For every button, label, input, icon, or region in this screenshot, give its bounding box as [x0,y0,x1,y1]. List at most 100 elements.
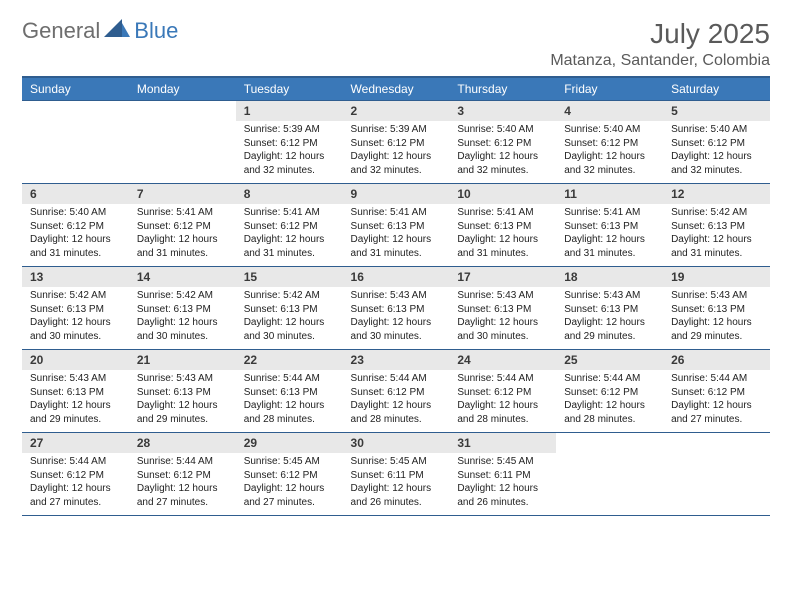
daylight-text: Daylight: 12 hours [351,150,442,164]
sunrise-text: Sunrise: 5:42 AM [244,289,335,303]
calendar-day-cell: 19Sunrise: 5:43 AMSunset: 6:13 PMDayligh… [663,267,770,350]
dayname-tue: Tuesday [236,77,343,101]
calendar-table: Sunday Monday Tuesday Wednesday Thursday… [22,76,770,515]
daylight-text: Daylight: 12 hours [671,150,762,164]
daylight-text: Daylight: 12 hours [244,233,335,247]
day-details: Sunrise: 5:40 AMSunset: 6:12 PMDaylight:… [22,204,129,266]
day-details: Sunrise: 5:44 AMSunset: 6:13 PMDaylight:… [236,370,343,432]
day-details: Sunrise: 5:41 AMSunset: 6:12 PMDaylight:… [236,204,343,266]
calendar-day-cell: 20Sunrise: 5:43 AMSunset: 6:13 PMDayligh… [22,350,129,433]
sunrise-text: Sunrise: 5:42 AM [137,289,228,303]
daylight-text: and 30 minutes. [457,330,548,344]
sunrise-text: Sunrise: 5:42 AM [671,206,762,220]
day-number [22,101,129,119]
calendar-day-cell [663,433,770,516]
calendar-day-cell: 30Sunrise: 5:45 AMSunset: 6:11 PMDayligh… [343,433,450,516]
sunset-text: Sunset: 6:12 PM [564,386,655,400]
day-number: 8 [236,184,343,204]
day-number: 28 [129,433,236,453]
day-number: 1 [236,101,343,121]
sunset-text: Sunset: 6:13 PM [244,386,335,400]
calendar-day-cell: 25Sunrise: 5:44 AMSunset: 6:12 PMDayligh… [556,350,663,433]
calendar-day-cell: 23Sunrise: 5:44 AMSunset: 6:12 PMDayligh… [343,350,450,433]
day-number [663,433,770,451]
calendar-bottom-border [22,515,770,516]
calendar-day-cell: 5Sunrise: 5:40 AMSunset: 6:12 PMDaylight… [663,101,770,184]
day-number: 15 [236,267,343,287]
sunset-text: Sunset: 6:11 PM [351,469,442,483]
daylight-text: and 27 minutes. [137,496,228,510]
day-number: 6 [22,184,129,204]
sunset-text: Sunset: 6:12 PM [564,137,655,151]
daylight-text: Daylight: 12 hours [30,316,121,330]
daylight-text: and 28 minutes. [351,413,442,427]
calendar-day-cell: 17Sunrise: 5:43 AMSunset: 6:13 PMDayligh… [449,267,556,350]
calendar-day-cell: 8Sunrise: 5:41 AMSunset: 6:12 PMDaylight… [236,184,343,267]
sunset-text: Sunset: 6:13 PM [671,303,762,317]
daylight-text: and 31 minutes. [671,247,762,261]
daylight-text: Daylight: 12 hours [351,482,442,496]
daylight-text: and 32 minutes. [457,164,548,178]
sunset-text: Sunset: 6:12 PM [244,220,335,234]
sunrise-text: Sunrise: 5:44 AM [244,372,335,386]
dayname-fri: Friday [556,77,663,101]
calendar-day-cell: 21Sunrise: 5:43 AMSunset: 6:13 PMDayligh… [129,350,236,433]
dayname-wed: Wednesday [343,77,450,101]
calendar-week-row: 1Sunrise: 5:39 AMSunset: 6:12 PMDaylight… [22,101,770,184]
calendar-day-cell: 11Sunrise: 5:41 AMSunset: 6:13 PMDayligh… [556,184,663,267]
sunrise-text: Sunrise: 5:45 AM [457,455,548,469]
day-details: Sunrise: 5:45 AMSunset: 6:11 PMDaylight:… [343,453,450,515]
calendar-week-row: 6Sunrise: 5:40 AMSunset: 6:12 PMDaylight… [22,184,770,267]
day-details: Sunrise: 5:44 AMSunset: 6:12 PMDaylight:… [129,453,236,515]
daylight-text: Daylight: 12 hours [244,150,335,164]
sunset-text: Sunset: 6:13 PM [137,303,228,317]
sunrise-text: Sunrise: 5:42 AM [30,289,121,303]
sunrise-text: Sunrise: 5:41 AM [564,206,655,220]
day-number: 29 [236,433,343,453]
day-details: Sunrise: 5:45 AMSunset: 6:12 PMDaylight:… [236,453,343,515]
day-number: 24 [449,350,556,370]
day-details: Sunrise: 5:43 AMSunset: 6:13 PMDaylight:… [556,287,663,349]
daylight-text: and 29 minutes. [137,413,228,427]
daylight-text: Daylight: 12 hours [457,150,548,164]
sunset-text: Sunset: 6:12 PM [671,137,762,151]
daylight-text: and 30 minutes. [244,330,335,344]
calendar-day-cell: 15Sunrise: 5:42 AMSunset: 6:13 PMDayligh… [236,267,343,350]
calendar-day-cell: 9Sunrise: 5:41 AMSunset: 6:13 PMDaylight… [343,184,450,267]
calendar-day-cell: 10Sunrise: 5:41 AMSunset: 6:13 PMDayligh… [449,184,556,267]
day-number: 2 [343,101,450,121]
calendar-day-cell: 16Sunrise: 5:43 AMSunset: 6:13 PMDayligh… [343,267,450,350]
daylight-text: and 28 minutes. [564,413,655,427]
sunset-text: Sunset: 6:13 PM [351,220,442,234]
day-number: 23 [343,350,450,370]
sunset-text: Sunset: 6:12 PM [244,137,335,151]
daylight-text: Daylight: 12 hours [30,233,121,247]
sunrise-text: Sunrise: 5:44 AM [457,372,548,386]
calendar-day-cell: 28Sunrise: 5:44 AMSunset: 6:12 PMDayligh… [129,433,236,516]
day-details: Sunrise: 5:40 AMSunset: 6:12 PMDaylight:… [449,121,556,183]
day-details: Sunrise: 5:43 AMSunset: 6:13 PMDaylight:… [663,287,770,349]
daylight-text: and 32 minutes. [564,164,655,178]
day-details: Sunrise: 5:43 AMSunset: 6:13 PMDaylight:… [22,370,129,432]
day-number: 7 [129,184,236,204]
daylight-text: Daylight: 12 hours [244,399,335,413]
sunset-text: Sunset: 6:12 PM [244,469,335,483]
calendar-week-row: 27Sunrise: 5:44 AMSunset: 6:12 PMDayligh… [22,433,770,516]
sunset-text: Sunset: 6:12 PM [351,386,442,400]
daylight-text: Daylight: 12 hours [457,316,548,330]
sunrise-text: Sunrise: 5:43 AM [671,289,762,303]
day-number: 18 [556,267,663,287]
sunset-text: Sunset: 6:13 PM [564,303,655,317]
daylight-text: and 32 minutes. [671,164,762,178]
day-number: 20 [22,350,129,370]
title-block: July 2025 Matanza, Santander, Colombia [550,18,770,70]
day-details: Sunrise: 5:43 AMSunset: 6:13 PMDaylight:… [449,287,556,349]
day-number: 25 [556,350,663,370]
daylight-text: Daylight: 12 hours [351,316,442,330]
daylight-text: Daylight: 12 hours [671,399,762,413]
day-number: 30 [343,433,450,453]
daylight-text: Daylight: 12 hours [351,233,442,247]
calendar-week-row: 20Sunrise: 5:43 AMSunset: 6:13 PMDayligh… [22,350,770,433]
daylight-text: and 29 minutes. [564,330,655,344]
sunset-text: Sunset: 6:11 PM [457,469,548,483]
